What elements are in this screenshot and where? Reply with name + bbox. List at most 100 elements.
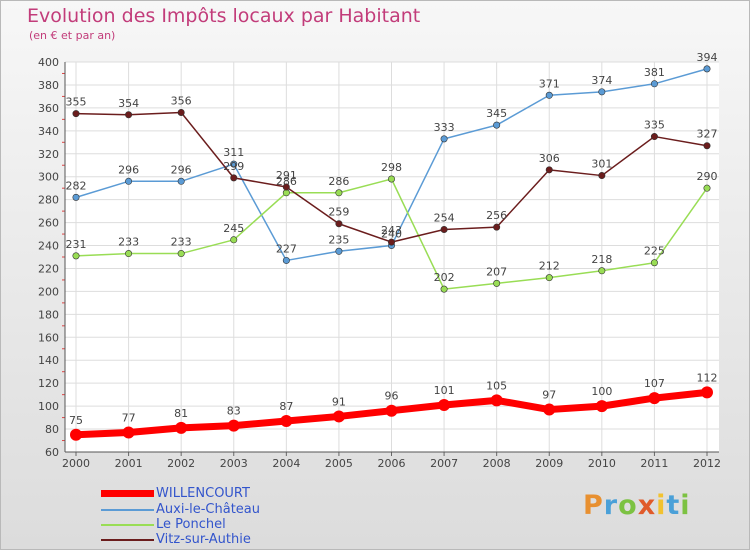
y-tick-label: 400 (38, 56, 59, 69)
data-label: 107 (644, 377, 665, 390)
data-label: 231 (66, 238, 87, 251)
y-tick-label: 380 (38, 79, 59, 92)
data-label: 77 (122, 412, 136, 425)
data-label: 298 (381, 161, 402, 174)
logo-letter: i (680, 490, 691, 521)
data-point (280, 415, 293, 428)
data-label: 333 (434, 121, 455, 134)
data-label: 254 (434, 211, 455, 224)
data-label: 291 (276, 169, 297, 182)
x-tick-label: 2007 (430, 457, 458, 470)
data-point (177, 108, 185, 116)
y-tick-label: 360 (38, 102, 59, 115)
logo-letter: x (637, 490, 657, 521)
y-tick-label: 60 (45, 446, 59, 459)
data-label: 256 (486, 209, 507, 222)
x-tick-label: 2005 (325, 457, 353, 470)
data-point (438, 398, 451, 411)
data-label: 299 (223, 160, 244, 173)
data-label: 96 (385, 390, 399, 403)
x-tick-label: 2006 (378, 457, 406, 470)
legend-swatch (101, 523, 154, 526)
data-point (598, 88, 606, 96)
logo-letter: i (656, 490, 667, 521)
data-label: 327 (697, 128, 718, 141)
data-point (703, 65, 711, 73)
data-label: 218 (591, 253, 612, 266)
data-point (385, 404, 398, 417)
data-point (440, 285, 448, 293)
data-label: 282 (66, 179, 87, 192)
data-label: 243 (381, 224, 402, 237)
x-tick-label: 2003 (220, 457, 248, 470)
legend-label: Auxi-le-Château (156, 502, 261, 517)
data-label: 75 (69, 414, 83, 427)
legend-label: Le Ponchel (156, 517, 226, 532)
data-label: 225 (644, 245, 665, 258)
y-tick-label: 120 (38, 377, 59, 390)
proxiti-logo: Proxiti (583, 490, 691, 521)
data-label: 286 (328, 175, 349, 188)
data-label: 97 (542, 389, 556, 402)
data-label: 112 (697, 371, 718, 384)
data-label: 374 (591, 74, 612, 87)
data-label: 296 (118, 163, 139, 176)
y-tick-label: 320 (38, 148, 59, 161)
data-label: 245 (223, 222, 244, 235)
y-tick-label: 140 (38, 354, 59, 367)
data-label: 306 (539, 152, 560, 165)
data-point (595, 400, 608, 413)
data-point (335, 220, 343, 228)
chart-subtitle: (en € et par an) (29, 29, 116, 42)
data-label: 301 (591, 158, 612, 171)
data-label: 240 (381, 228, 402, 241)
legend-swatch (101, 538, 154, 541)
data-label: 81 (174, 407, 188, 420)
data-point (543, 403, 556, 416)
logo-letter: o (618, 490, 638, 521)
data-point (387, 238, 395, 246)
data-label: 345 (486, 107, 507, 120)
legend-item-willencourt: WILLENCOURT (101, 486, 250, 501)
data-point (650, 133, 658, 141)
data-label: 335 (644, 119, 665, 132)
y-tick-label: 280 (38, 194, 59, 207)
x-tick-label: 2012 (693, 457, 721, 470)
data-point (125, 111, 133, 119)
legend-swatch (101, 490, 154, 497)
data-point (282, 256, 290, 264)
data-label: 212 (539, 260, 560, 273)
data-point (335, 189, 343, 197)
x-tick-label: 2009 (535, 457, 563, 470)
data-point (177, 250, 185, 258)
y-tick-label: 340 (38, 125, 59, 138)
y-tick-label: 180 (38, 308, 59, 321)
data-label: 311 (223, 146, 244, 159)
data-label: 87 (279, 400, 293, 413)
data-label: 296 (171, 163, 192, 176)
logo-letter: t (666, 490, 681, 521)
y-tick-label: 240 (38, 240, 59, 253)
data-point (703, 184, 711, 192)
data-label: 286 (276, 175, 297, 188)
data-label: 233 (118, 236, 139, 249)
data-point (440, 135, 448, 143)
y-tick-label: 260 (38, 217, 59, 230)
x-tick-label: 2002 (167, 457, 195, 470)
data-point (648, 392, 661, 405)
data-point (230, 236, 238, 244)
legend-label: Vitz-sur-Authie (156, 532, 251, 547)
data-label: 354 (118, 97, 139, 110)
data-label: 105 (486, 379, 507, 392)
data-point (177, 177, 185, 185)
data-point (227, 419, 240, 432)
logo-letter: P (583, 490, 604, 521)
data-point (650, 80, 658, 88)
data-point (387, 175, 395, 183)
data-point (650, 259, 658, 267)
data-label: 227 (276, 242, 297, 255)
data-label: 100 (591, 385, 612, 398)
data-point (440, 225, 448, 233)
data-point (125, 250, 133, 258)
